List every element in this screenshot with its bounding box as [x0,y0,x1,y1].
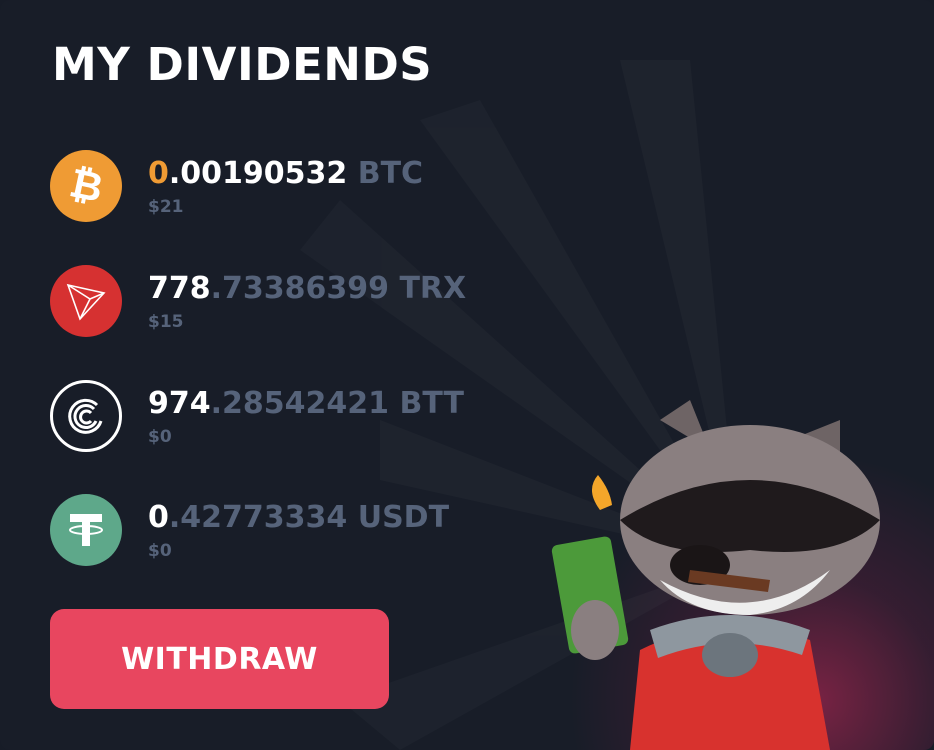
amount-decimals: .00190532 [168,156,348,191]
bitcoin-icon: ₿ [50,150,122,222]
amount-decimals: .42773334 [168,500,348,535]
currency-unit: TRX [399,271,467,306]
currency-unit: BTC [357,156,424,191]
tether-icon [50,494,122,566]
tron-icon [50,265,122,337]
amount-integer: 778 [148,271,211,306]
raccoon-mascot-illustration [551,400,880,750]
dividend-row-usdt: 0.42773334 USDT $0 [50,494,449,566]
currency-unit: BTT [399,386,464,421]
amount-decimals: .28542421 [210,386,390,421]
amount-integer: 974 [148,386,211,421]
dividend-row-btt: 974.28542421 BTT $0 [50,380,464,452]
bittorrent-icon [50,380,122,452]
amount-decimals: .73386399 [210,271,390,306]
usd-value: $0 [148,541,172,561]
dividend-row-btc: ₿ 0.00190532 BTC $21 [50,150,423,222]
dividend-row-trx: 778.73386399 TRX $15 [50,265,466,337]
withdraw-button[interactable]: WITHDRAW [50,609,389,709]
page-title: MY DIVIDENDS [52,38,433,91]
usd-value: $15 [148,312,184,332]
usd-value: $21 [148,197,184,217]
amount-integer: 0 [148,156,169,191]
currency-unit: USDT [357,500,450,535]
amount-integer: 0 [148,500,169,535]
usd-value: $0 [148,427,172,447]
